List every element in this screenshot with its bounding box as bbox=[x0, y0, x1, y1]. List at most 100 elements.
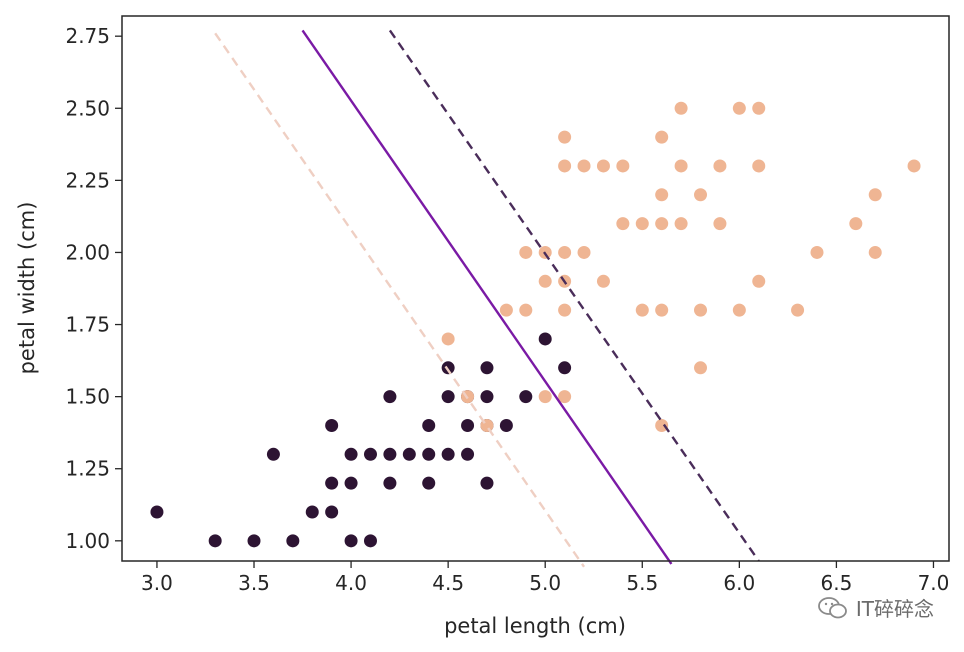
y-axis-label: petal width (cm) bbox=[15, 202, 39, 375]
data-point bbox=[441, 390, 455, 404]
x-tick-label: 5.0 bbox=[529, 571, 561, 595]
x-tick-label: 4.0 bbox=[335, 571, 367, 595]
data-point bbox=[519, 303, 533, 317]
decision-boundary-line bbox=[301, 29, 673, 565]
x-tick-label: 3.5 bbox=[238, 571, 270, 595]
data-point bbox=[616, 159, 630, 173]
data-point bbox=[383, 390, 397, 404]
data-point bbox=[325, 418, 339, 432]
data-point bbox=[752, 101, 766, 115]
data-point bbox=[713, 159, 727, 173]
data-point bbox=[266, 447, 280, 461]
y-tick-label: 1.00 bbox=[65, 529, 110, 553]
data-point bbox=[305, 505, 319, 519]
wechat-icon bbox=[817, 596, 847, 618]
data-point bbox=[694, 188, 708, 202]
data-point bbox=[499, 418, 513, 432]
data-point bbox=[752, 274, 766, 288]
data-point bbox=[441, 332, 455, 346]
plot-frame bbox=[121, 15, 950, 562]
x-tick-label: 3.0 bbox=[141, 571, 173, 595]
data-point bbox=[694, 303, 708, 317]
lines bbox=[214, 29, 760, 568]
data-point bbox=[208, 534, 222, 548]
data-point bbox=[538, 390, 552, 404]
data-point bbox=[674, 101, 688, 115]
data-point bbox=[655, 418, 669, 432]
data-point bbox=[344, 476, 358, 490]
data-point bbox=[519, 245, 533, 259]
data-point bbox=[558, 159, 572, 173]
data-point bbox=[247, 534, 261, 548]
data-point bbox=[674, 159, 688, 173]
data-point bbox=[810, 245, 824, 259]
margin-line bbox=[388, 29, 760, 562]
data-point bbox=[674, 217, 688, 231]
data-point bbox=[402, 447, 416, 461]
y-tick-label: 1.50 bbox=[65, 385, 110, 409]
data-point bbox=[616, 217, 630, 231]
data-point bbox=[558, 390, 572, 404]
data-point bbox=[325, 505, 339, 519]
data-point bbox=[732, 101, 746, 115]
y-tick-label: 1.25 bbox=[65, 457, 110, 481]
data-point bbox=[635, 303, 649, 317]
data-point bbox=[422, 418, 436, 432]
y-tick-label: 2.50 bbox=[65, 96, 110, 120]
data-point bbox=[383, 476, 397, 490]
data-point bbox=[596, 274, 610, 288]
y-tick-label: 2.00 bbox=[65, 240, 110, 264]
data-point bbox=[752, 159, 766, 173]
data-point bbox=[791, 303, 805, 317]
data-point bbox=[325, 476, 339, 490]
data-point bbox=[499, 303, 513, 317]
y-tick-label: 2.75 bbox=[65, 24, 110, 48]
data-point bbox=[519, 390, 533, 404]
data-point bbox=[538, 274, 552, 288]
data-point bbox=[461, 418, 475, 432]
data-point bbox=[655, 217, 669, 231]
data-point bbox=[363, 447, 377, 461]
data-point bbox=[577, 245, 591, 259]
data-point bbox=[480, 361, 494, 375]
data-point bbox=[635, 217, 649, 231]
y-axis-ticks: 1.00 1.25 1.50 1.75 2.00 2.25 2.50 2.75 bbox=[65, 24, 122, 553]
margin-line bbox=[214, 32, 586, 568]
data-point bbox=[480, 476, 494, 490]
data-point bbox=[732, 303, 746, 317]
data-point bbox=[907, 159, 921, 173]
x-axis-label: petal length (cm) bbox=[444, 614, 626, 638]
x-axis-ticks: 3.0 3.5 4.0 4.5 5.0 5.5 6.0 6.5 7.0 bbox=[141, 561, 949, 595]
y-tick-label: 2.25 bbox=[65, 168, 110, 192]
watermark-text: IT碎碎念 bbox=[855, 597, 934, 621]
data-point bbox=[655, 130, 669, 144]
x-tick-label: 5.5 bbox=[626, 571, 658, 595]
data-point bbox=[286, 534, 300, 548]
data-point bbox=[558, 361, 572, 375]
data-point bbox=[713, 217, 727, 231]
x-tick-label: 7.0 bbox=[918, 571, 950, 595]
data-point bbox=[422, 447, 436, 461]
data-point bbox=[441, 447, 455, 461]
data-point bbox=[558, 303, 572, 317]
data-point bbox=[422, 476, 436, 490]
x-tick-label: 6.0 bbox=[723, 571, 755, 595]
x-tick-label: 6.5 bbox=[820, 571, 852, 595]
data-point bbox=[694, 361, 708, 375]
data-point bbox=[849, 217, 863, 231]
data-point bbox=[558, 245, 572, 259]
data-point bbox=[461, 447, 475, 461]
x-tick-label: 4.5 bbox=[432, 571, 464, 595]
data-point bbox=[655, 188, 669, 202]
data-point bbox=[596, 159, 610, 173]
data-point bbox=[868, 188, 882, 202]
data-point bbox=[150, 505, 164, 519]
plot-background bbox=[122, 16, 949, 561]
data-point bbox=[344, 447, 358, 461]
data-point bbox=[383, 447, 397, 461]
data-point bbox=[558, 130, 572, 144]
data-point bbox=[363, 534, 377, 548]
watermark: IT碎碎念 bbox=[817, 593, 934, 622]
data-point bbox=[480, 390, 494, 404]
